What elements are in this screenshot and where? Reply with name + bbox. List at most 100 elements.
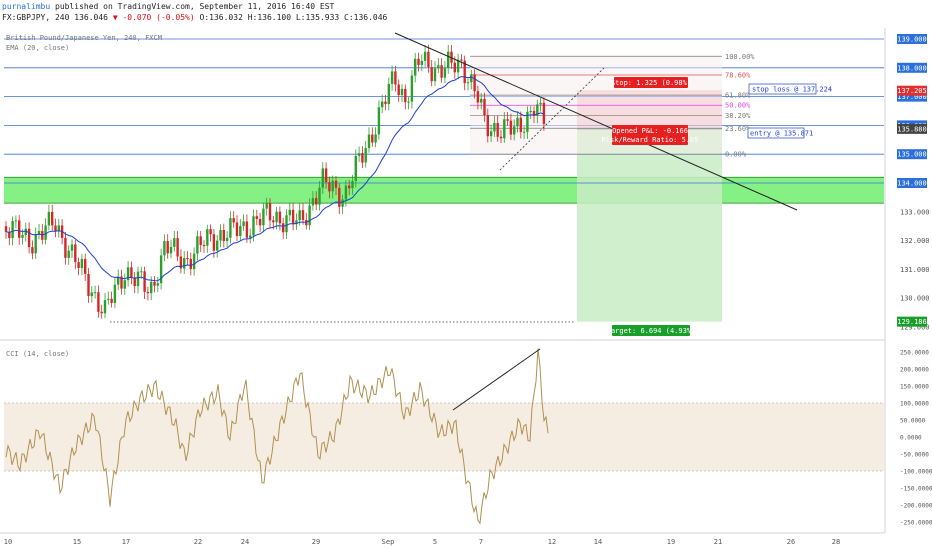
price-tick-label: 129.000 (900, 324, 930, 332)
trendline-support-dashed[interactable] (499, 67, 605, 171)
candle-down (41, 231, 44, 240)
price-tick-label: 133.000 (900, 208, 930, 216)
cci-pane[interactable] (4, 348, 884, 525)
candle-down (384, 101, 387, 105)
candle-up (480, 98, 483, 103)
candle-down (334, 180, 338, 188)
author-link[interactable]: purnalimbu (2, 2, 51, 11)
price-label: 129.186 (897, 318, 927, 326)
candle-down (31, 247, 34, 254)
candle-down (255, 216, 258, 219)
time-tick-label: 12 (548, 538, 556, 546)
candle-down (8, 231, 11, 239)
cci-tick-label: 50.0000 (900, 417, 926, 424)
stop-loss-note-box[interactable] (748, 83, 817, 95)
candle-down (120, 276, 123, 289)
cci-label: CCI (14, close) (6, 350, 70, 358)
trendline-resistance[interactable] (394, 32, 798, 211)
candle-down (338, 187, 341, 207)
target-label-box[interactable] (612, 325, 690, 336)
candle-up (387, 83, 390, 105)
candle-down (542, 102, 546, 124)
candle-down (397, 84, 400, 95)
time-tick-label: 7 (479, 538, 483, 546)
candle-down (509, 120, 513, 135)
fib-level-label: 50.00% (725, 102, 751, 110)
candle-down (130, 267, 133, 278)
price-pane[interactable]: 100.00% 78.60% 61.80% 50.00% 38.20% 23.60% 0.0… (4, 32, 884, 336)
candle-up (159, 255, 163, 284)
price-tick-badge (897, 149, 927, 160)
time-tick-label: 21 (714, 538, 722, 546)
candle-up (354, 155, 357, 182)
price-tick-label: 134.000 (897, 180, 927, 188)
ohlc-values: O:136.032 H:136.100 L:135.933 C:136.046 (199, 13, 388, 22)
price-label: 137.205 (897, 87, 927, 95)
candle-up (90, 292, 93, 297)
pnl-box[interactable] (612, 125, 688, 145)
candle-down (212, 234, 216, 251)
target-zone[interactable] (577, 129, 722, 322)
candle-down (328, 182, 331, 192)
fib-level-label: 23.60% (725, 125, 751, 133)
candle-up (150, 281, 153, 294)
candle-up (529, 111, 532, 113)
candle-up (470, 74, 473, 83)
candle-up (295, 220, 298, 225)
candle-down (417, 58, 420, 65)
candle-down (133, 277, 136, 287)
candle-up (196, 236, 199, 254)
fib-level-label: 78.60% (725, 72, 751, 80)
candle-up (37, 231, 41, 235)
price-label-badge[interactable] (897, 123, 927, 134)
cci-trendline[interactable] (452, 348, 541, 411)
ema-label: EMA (20, close) (6, 44, 70, 52)
candle-down (473, 74, 476, 92)
open-pl-label: Opened P&L: -0.166 (612, 127, 688, 135)
fib-level-label: 100.00% (725, 53, 755, 61)
candle-up (11, 220, 14, 239)
cci-tick-label: 250.0000 (900, 349, 929, 356)
time-tick-label: 26 (787, 538, 795, 546)
candle-down (371, 134, 374, 143)
cci-axis[interactable]: 250.0000 200.0000 150.0000 100.0000 50.0000 0… (900, 349, 932, 526)
candle-down (189, 258, 192, 270)
candle-up (522, 131, 526, 133)
candle-down (532, 111, 536, 116)
candle-up (308, 205, 311, 226)
cci-tick-label: 100.0000 (900, 400, 929, 407)
candle-up (24, 228, 27, 236)
time-axis[interactable]: 10 15 17 22 24 29 Sep 5 7 12 14 19 21 26 28 (4, 538, 840, 546)
candle-down (146, 291, 150, 294)
time-tick-label: 19 (667, 538, 675, 546)
price-axis[interactable]: 139.000138.000137.000136.000135.000134.0… (897, 34, 930, 332)
candle-down (496, 123, 499, 137)
time-tick-label: 17 (122, 538, 130, 546)
candle-up (423, 51, 427, 61)
time-tick-label: 28 (832, 538, 840, 546)
candle-up (169, 246, 173, 254)
candle-down (519, 117, 522, 133)
candle-up (113, 284, 117, 303)
candle-up (70, 244, 74, 251)
candle-up (57, 225, 60, 232)
candle-down (18, 220, 21, 238)
candle-down (222, 229, 225, 242)
time-tick-label: 5 (433, 538, 437, 546)
candle-up (225, 237, 229, 242)
support-zone[interactable] (4, 177, 884, 204)
candle-down (199, 236, 202, 246)
candle-down (258, 218, 262, 226)
candle-down (54, 225, 57, 232)
time-tick-label: 24 (241, 538, 249, 546)
price-label-badge[interactable] (897, 85, 927, 96)
cci-tick-label: -200.0000 (900, 503, 932, 510)
stop-label-box[interactable] (614, 77, 688, 88)
target-label: Target: 6.694 (4.93%) (607, 327, 696, 335)
entry-note-box[interactable] (747, 127, 805, 139)
price-label-badge[interactable] (897, 316, 927, 327)
candle-up (265, 203, 268, 209)
candle-down (315, 198, 318, 205)
candle-up (34, 234, 37, 254)
